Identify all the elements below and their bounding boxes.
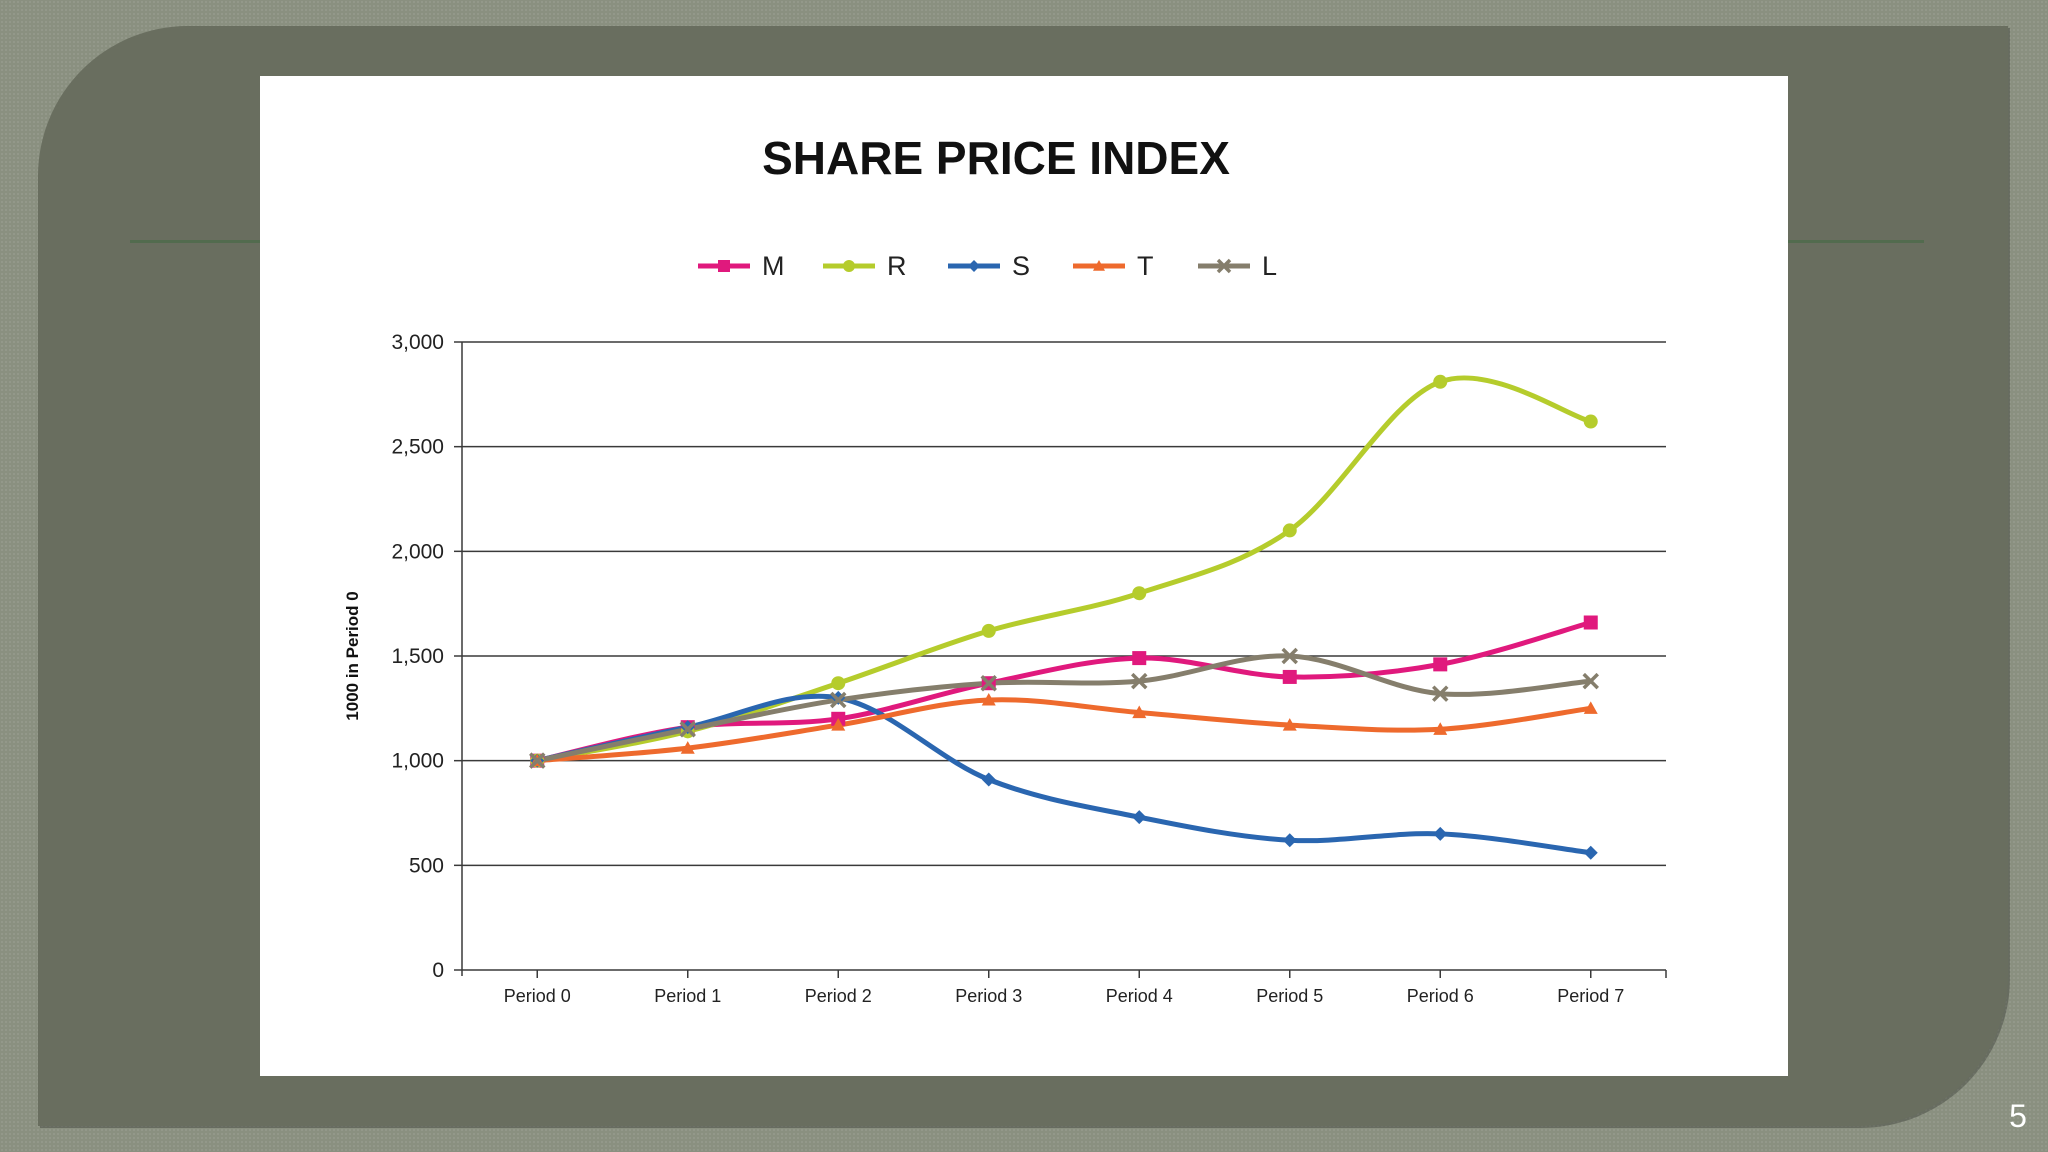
data-point-T (680, 741, 695, 754)
x-tick-labels: Period 0 Period 1 Period 2 Period 3 Period 4… (504, 986, 1625, 1006)
data-point-S (981, 772, 996, 787)
data-point-L (1131, 672, 1148, 690)
legend-label: T (1137, 251, 1154, 281)
title-rule-left (130, 240, 260, 243)
data-point-L (1582, 672, 1599, 690)
page-number: 5 (2009, 1098, 2027, 1134)
data-point-R (831, 676, 846, 691)
axes (454, 341, 1667, 978)
data-point-S (1583, 845, 1598, 860)
x-tick-label: Period 0 (504, 986, 571, 1006)
data-point-R (1282, 523, 1297, 538)
data-point-L (1432, 685, 1449, 702)
data-point-L (1281, 647, 1298, 665)
series-line-S (534, 693, 1594, 856)
chart-area: SHARE PRICE INDEX M R S T L 0 500 1,000 1,500 2,… (260, 76, 1788, 1076)
legend-label: S (1012, 251, 1030, 281)
x-tick-label: Period 7 (1557, 986, 1624, 1006)
data-point-T (1433, 722, 1448, 735)
x-tick-label: Period 4 (1106, 986, 1173, 1006)
title-rule-right (1788, 240, 1924, 243)
y-tick-label: 500 (409, 854, 444, 877)
y-tick-label: 3,000 (391, 331, 444, 354)
data-point-T (1583, 701, 1598, 714)
data-point-R (1583, 414, 1598, 429)
line-chart: SHARE PRICE INDEX M R S T L 0 500 1,000 1,500 2,… (343, 132, 1667, 1006)
y-axis-label: 1000 in Period 0 (343, 591, 362, 720)
y-tick-label: 0 (432, 959, 444, 982)
legend-item-T: T (1073, 251, 1154, 281)
data-point-S (1132, 810, 1147, 825)
data-point-S (1282, 833, 1297, 848)
legend-label: R (887, 251, 907, 281)
data-point-M (1433, 657, 1448, 672)
legend-marker (718, 260, 730, 272)
data-point-T (1132, 705, 1147, 719)
data-point-R (1132, 586, 1147, 601)
data-point-M (1282, 669, 1297, 684)
gridlines (462, 341, 1666, 867)
legend-marker (843, 260, 855, 272)
legend-label: M (762, 251, 785, 281)
legend-marker (1216, 258, 1232, 274)
data-point-L (980, 674, 997, 692)
y-tick-label: 2,000 (391, 540, 444, 563)
legend-item-L: L (1198, 251, 1277, 281)
y-tick-label: 1,000 (391, 750, 444, 773)
data-point-L (679, 721, 696, 738)
data-point-L (529, 752, 546, 769)
data-point-R (1433, 374, 1448, 389)
y-tick-labels: 0 500 1,000 1,500 2,000 2,500 3,000 (391, 331, 444, 982)
series-markers (529, 374, 1599, 860)
x-tick-label: Period 1 (654, 986, 721, 1006)
data-point-M (1583, 615, 1598, 630)
chart-title: SHARE PRICE INDEX (762, 132, 1230, 184)
series-line-L (534, 653, 1594, 764)
data-point-T (981, 692, 996, 706)
data-point-L (830, 691, 847, 709)
x-tick-label: Period 5 (1256, 986, 1323, 1006)
x-tick-label: Period 2 (805, 986, 872, 1006)
data-point-S (1433, 826, 1448, 841)
data-point-M (1132, 651, 1147, 666)
x-tick-label: Period 6 (1407, 986, 1474, 1006)
data-point-R (981, 623, 996, 638)
legend-item-R: R (823, 251, 907, 281)
data-point-T (1282, 718, 1297, 731)
data-point-T (831, 718, 846, 731)
series-line-T (534, 697, 1594, 764)
y-tick-label: 1,500 (391, 645, 444, 668)
legend-item-S: S (948, 251, 1030, 281)
legend-marker (968, 260, 980, 272)
series-lines (534, 375, 1594, 856)
legend-marker (1093, 260, 1105, 271)
y-tick-label: 2,500 (391, 436, 444, 459)
x-tick-label: Period 3 (955, 986, 1022, 1006)
legend-item-M: M (698, 251, 785, 281)
legend-label: L (1262, 251, 1277, 281)
